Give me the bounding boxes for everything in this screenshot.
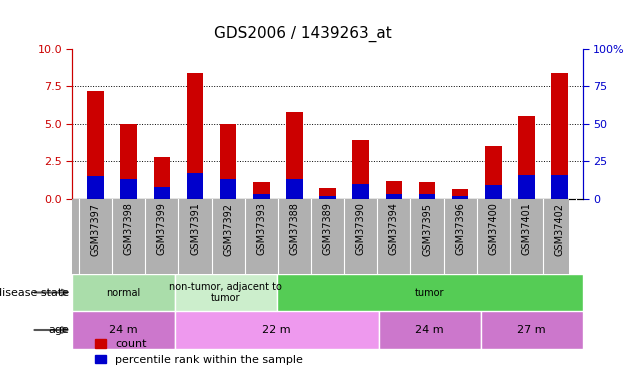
Text: GSM37390: GSM37390 <box>356 202 366 255</box>
Bar <box>419 194 435 199</box>
Bar <box>175 274 277 311</box>
Bar <box>286 179 303 199</box>
Text: GSM37402: GSM37402 <box>554 202 564 255</box>
Bar <box>352 184 369 199</box>
Bar <box>518 116 535 199</box>
Bar <box>253 182 270 199</box>
Bar <box>88 176 104 199</box>
Bar <box>319 196 336 199</box>
Bar <box>379 311 481 349</box>
Bar <box>452 196 469 199</box>
Bar <box>120 179 137 199</box>
Text: GSM37397: GSM37397 <box>91 202 101 255</box>
Text: 24 m: 24 m <box>109 325 138 335</box>
Text: GSM37391: GSM37391 <box>190 202 200 255</box>
Bar <box>154 187 170 199</box>
Bar <box>286 112 303 199</box>
Legend: count, percentile rank within the sample: count, percentile rank within the sample <box>91 335 307 369</box>
Text: GSM37399: GSM37399 <box>157 202 167 255</box>
Text: 27 m: 27 m <box>517 325 546 335</box>
Bar <box>452 189 469 199</box>
Text: normal: normal <box>106 288 140 297</box>
Bar <box>154 157 170 199</box>
Bar <box>551 73 568 199</box>
Bar <box>481 311 583 349</box>
Bar <box>386 181 402 199</box>
Text: age: age <box>49 325 69 335</box>
Bar <box>277 274 583 311</box>
Bar <box>319 188 336 199</box>
Bar <box>186 173 203 199</box>
Bar <box>186 73 203 199</box>
Bar <box>386 194 402 199</box>
Text: non-tumor, adjacent to
tumor: non-tumor, adjacent to tumor <box>169 282 282 303</box>
Text: GSM37395: GSM37395 <box>422 202 432 255</box>
Bar <box>175 311 379 349</box>
Bar <box>419 182 435 199</box>
Bar <box>485 185 501 199</box>
Text: GSM37389: GSM37389 <box>323 202 333 255</box>
Bar <box>220 179 236 199</box>
Text: GSM37398: GSM37398 <box>123 202 134 255</box>
Text: GSM37388: GSM37388 <box>289 202 299 255</box>
Text: GSM37396: GSM37396 <box>455 202 465 255</box>
Bar <box>72 274 175 311</box>
Text: GSM37394: GSM37394 <box>389 202 399 255</box>
Bar <box>518 175 535 199</box>
Bar <box>253 194 270 199</box>
Bar <box>88 91 104 199</box>
Text: 24 m: 24 m <box>415 325 444 335</box>
Bar <box>220 124 236 199</box>
Text: disease state: disease state <box>0 288 69 297</box>
Text: GSM37393: GSM37393 <box>256 202 266 255</box>
Text: GSM37400: GSM37400 <box>488 202 498 255</box>
Bar <box>485 146 501 199</box>
Text: tumor: tumor <box>415 288 444 297</box>
Bar <box>352 140 369 199</box>
Text: 22 m: 22 m <box>262 325 291 335</box>
Text: GSM37401: GSM37401 <box>522 202 532 255</box>
Text: GDS2006 / 1439263_at: GDS2006 / 1439263_at <box>214 26 391 42</box>
Bar <box>551 175 568 199</box>
Text: GSM37392: GSM37392 <box>223 202 233 255</box>
Bar <box>72 311 175 349</box>
Bar <box>120 124 137 199</box>
